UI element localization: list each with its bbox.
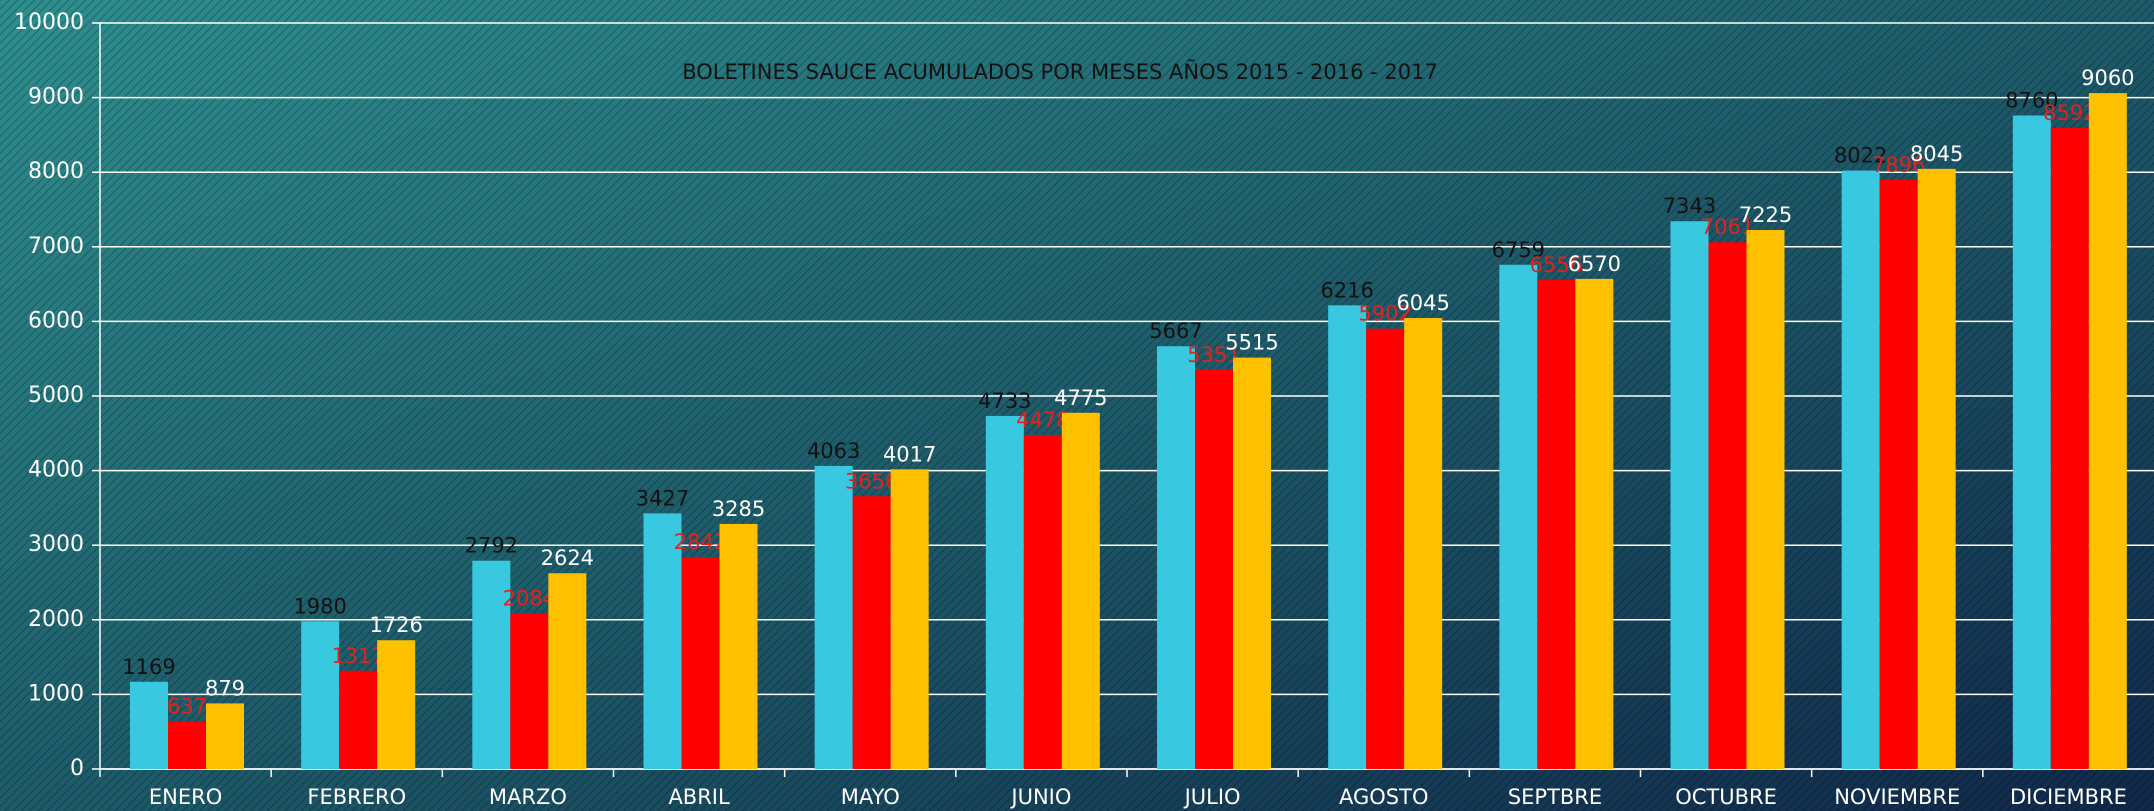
x-tick-label: JULIO — [1183, 785, 1241, 809]
value-label: 7061 — [1701, 215, 1754, 239]
y-tick-label: 4000 — [28, 458, 84, 483]
value-label: 8760 — [2005, 89, 2058, 113]
y-tick-label: 0 — [70, 756, 84, 781]
x-tick-label: MAYO — [841, 785, 900, 809]
value-label: 2084 — [503, 587, 556, 611]
value-label: 1980 — [293, 594, 346, 618]
value-label: 1317 — [331, 644, 384, 668]
bar — [472, 560, 511, 769]
value-label: 1726 — [369, 613, 422, 637]
value-label: 8022 — [1834, 144, 1887, 168]
value-label: 8045 — [1910, 142, 1963, 166]
bar — [1404, 318, 1443, 769]
bar — [681, 556, 720, 769]
bar — [1708, 242, 1747, 770]
bar — [1157, 346, 1195, 769]
x-tick-label: OCTUBRE — [1675, 785, 1777, 809]
value-label: 9060 — [2081, 66, 2134, 90]
bar — [1841, 170, 1880, 769]
x-tick-label: FEBRERO — [307, 785, 406, 809]
x-tick-label: JUNIO — [1009, 785, 1071, 809]
value-label: 2842 — [674, 530, 727, 554]
value-label: 5902 — [1358, 302, 1411, 326]
bar — [1499, 264, 1538, 769]
bar — [1746, 230, 1785, 769]
value-label: 4478 — [1016, 408, 1069, 432]
value-label: 4775 — [1054, 386, 1107, 410]
value-label: 3427 — [636, 486, 689, 510]
bar — [1233, 357, 1271, 769]
value-label: 8592 — [2043, 101, 2096, 125]
bar — [985, 415, 1024, 769]
value-label: 5351 — [1187, 343, 1240, 367]
bar — [301, 621, 340, 769]
x-tick-label: ABRIL — [668, 785, 730, 809]
value-label: 6556 — [1530, 253, 1583, 277]
value-label: 4063 — [807, 439, 860, 463]
bar — [339, 670, 378, 769]
value-label: 6216 — [1320, 278, 1373, 302]
bar — [1023, 434, 1062, 769]
y-tick-label: 2000 — [28, 607, 84, 632]
value-label: 7225 — [1739, 203, 1792, 227]
y-tick-label: 9000 — [28, 85, 84, 110]
x-tick-label: DICIEMBRE — [2010, 785, 2127, 809]
y-tick-label: 6000 — [28, 308, 84, 333]
bar — [377, 640, 416, 769]
value-label: 5667 — [1149, 319, 1202, 343]
bar — [890, 469, 929, 769]
value-label: 6045 — [1396, 291, 1449, 315]
value-label: 3285 — [712, 497, 765, 521]
value-label: 1169 — [122, 655, 175, 679]
y-tick-label: 3000 — [28, 532, 84, 557]
value-label: 7343 — [1663, 194, 1716, 218]
value-label: 6570 — [1568, 252, 1621, 276]
x-tick-label: ENERO — [149, 785, 222, 809]
value-label: 6759 — [1492, 238, 1545, 262]
value-label: 4017 — [883, 442, 936, 466]
bar — [814, 465, 853, 769]
x-tick-label: AGOSTO — [1339, 785, 1429, 809]
bar — [1879, 179, 1918, 770]
bar — [130, 681, 168, 769]
value-label: 5515 — [1225, 331, 1278, 355]
value-label: 637 — [167, 694, 207, 718]
y-tick-label: 5000 — [28, 383, 84, 408]
y-tick-label: 10000 — [14, 10, 84, 35]
bar — [719, 523, 758, 769]
value-label: 2624 — [541, 546, 594, 570]
bar — [548, 573, 587, 769]
value-label: 3656 — [845, 469, 898, 493]
y-tick-label: 8000 — [28, 159, 84, 184]
chart-title: BOLETINES SAUCE ACUMULADOS POR MESES AÑO… — [682, 58, 1438, 84]
bar — [206, 703, 244, 769]
x-tick-label: SEPTBRE — [1508, 785, 1602, 809]
bar — [1061, 412, 1100, 769]
x-tick-label: MARZO — [489, 785, 567, 809]
bar — [2088, 93, 2127, 769]
y-tick-label: 7000 — [28, 234, 84, 259]
bar — [168, 721, 206, 769]
bar — [2050, 128, 2089, 769]
value-label: 4733 — [978, 389, 1031, 413]
bar — [643, 513, 682, 769]
value-label: 2792 — [465, 534, 518, 558]
bar — [852, 496, 891, 769]
value-label: 7896 — [1872, 153, 1925, 177]
y-tick-label: 1000 — [28, 681, 84, 706]
bar — [1366, 328, 1405, 769]
bar — [1328, 305, 1367, 769]
value-label: 879 — [205, 676, 245, 700]
bar — [1195, 369, 1233, 769]
bar — [1670, 221, 1709, 769]
bar — [2012, 115, 2051, 769]
bar — [1575, 278, 1614, 769]
bar — [1537, 279, 1576, 769]
x-tick-label: NOVIEMBRE — [1834, 785, 1960, 809]
bar — [1917, 168, 1956, 769]
bar — [510, 613, 549, 769]
